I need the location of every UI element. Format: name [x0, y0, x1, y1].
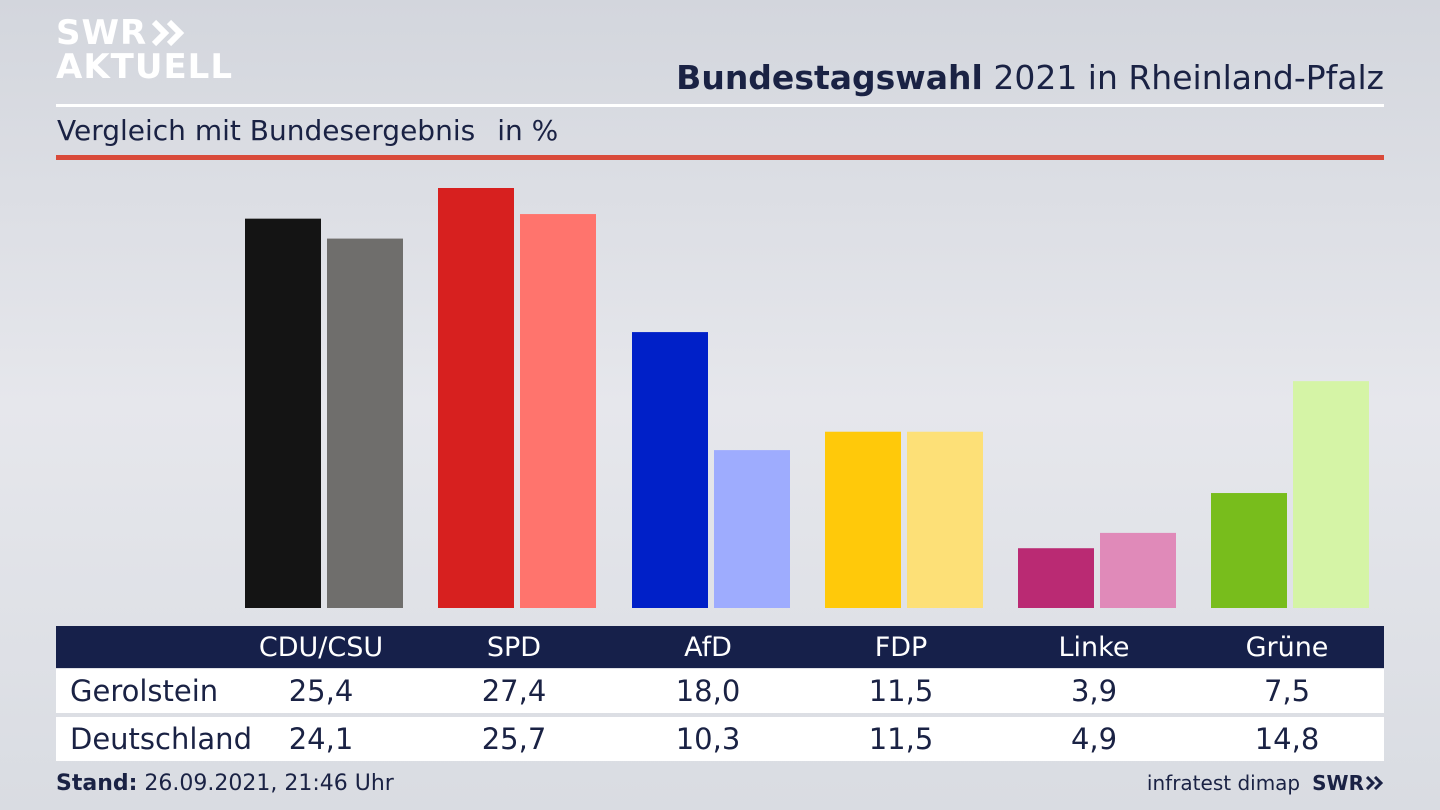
header-divider — [56, 104, 1384, 107]
bar-gerolstein-afd — [632, 332, 708, 608]
table-row: Gerolstein 25,4 27,4 18,0 11,5 3,9 7,5 — [56, 669, 1384, 713]
table-row: Deutschland 24,1 25,7 10,3 11,5 4,9 14,8 — [56, 717, 1384, 761]
bar-deutschland-grüne — [1293, 381, 1369, 608]
table-header: CDU/CSU SPD AfD FDP Linke Grüne — [56, 626, 1384, 668]
footer-swr-logo: SWR — [1312, 771, 1384, 795]
bar-gerolstein-cdu-csu — [245, 218, 321, 609]
header-gruene: Grüne — [1245, 631, 1329, 663]
title-rest: 2021 in Rheinland-Pfalz — [993, 58, 1384, 97]
value-cell: 11,5 — [868, 674, 934, 708]
page-title: Bundestagswahl 2021 in Rheinland-Pfalz — [676, 58, 1384, 97]
title-bold: Bundestagswahl — [676, 58, 983, 97]
stand-label: Stand: — [56, 771, 138, 796]
value-cell: 25,7 — [481, 722, 547, 756]
bar-deutschland-cdu-csu — [327, 238, 403, 609]
header-linke: Linke — [1058, 631, 1130, 663]
header-cdu-csu: CDU/CSU — [258, 631, 384, 663]
subtitle-divider — [56, 155, 1384, 160]
logo-line-2: AKTUELL — [56, 47, 234, 87]
row-label-deutschland: Deutschland — [70, 722, 252, 756]
bar-deutschland-afd — [714, 450, 790, 608]
source-text: infratest dimap — [1146, 771, 1301, 795]
value-cell: 7,5 — [1263, 674, 1311, 708]
bar-gerolstein-linke — [1018, 548, 1094, 608]
value-cell: 25,4 — [288, 674, 354, 708]
double-chevron-icon — [152, 19, 185, 47]
footer-logo-text: SWR — [1312, 771, 1364, 795]
stand-value: 26.09.2021, 21:46 Uhr — [144, 771, 394, 796]
value-cell: 24,1 — [288, 722, 354, 756]
value-cell: 4,9 — [1070, 722, 1118, 756]
subtitle-text: Vergleich mit Bundesergebnis — [57, 114, 476, 147]
bar-deutschland-linke — [1100, 532, 1176, 608]
header-afd: AfD — [684, 631, 732, 663]
swr-aktuell-logo: SWR AKTUELL — [56, 16, 233, 84]
value-cell: 14,8 — [1254, 722, 1320, 756]
unit-label: in % — [497, 114, 559, 147]
header-fdp: FDP — [874, 631, 928, 663]
bar-deutschland-spd — [520, 214, 596, 608]
value-cell: 18,0 — [675, 674, 741, 708]
bar-gerolstein-grüne — [1211, 493, 1287, 608]
value-cell: 11,5 — [868, 722, 934, 756]
header-spd: SPD — [486, 631, 542, 663]
value-cell: 27,4 — [481, 674, 547, 708]
bar-chart — [245, 188, 1369, 609]
value-cell: 10,3 — [675, 722, 741, 756]
bar-gerolstein-fdp — [825, 431, 901, 608]
row-label-gerolstein: Gerolstein — [70, 674, 219, 708]
chart-subtitle: Vergleich mit Bundesergebnis in % — [57, 114, 558, 147]
timestamp: Stand: 26.09.2021, 21:46 Uhr — [56, 771, 394, 796]
logo-line-1: SWR — [56, 13, 148, 53]
value-cell: 3,9 — [1070, 674, 1118, 708]
bar-deutschland-fdp — [907, 431, 983, 608]
bar-gerolstein-spd — [438, 188, 514, 608]
double-chevron-icon — [1366, 776, 1384, 790]
source-credit: infratest dimap SWR — [1147, 771, 1384, 795]
